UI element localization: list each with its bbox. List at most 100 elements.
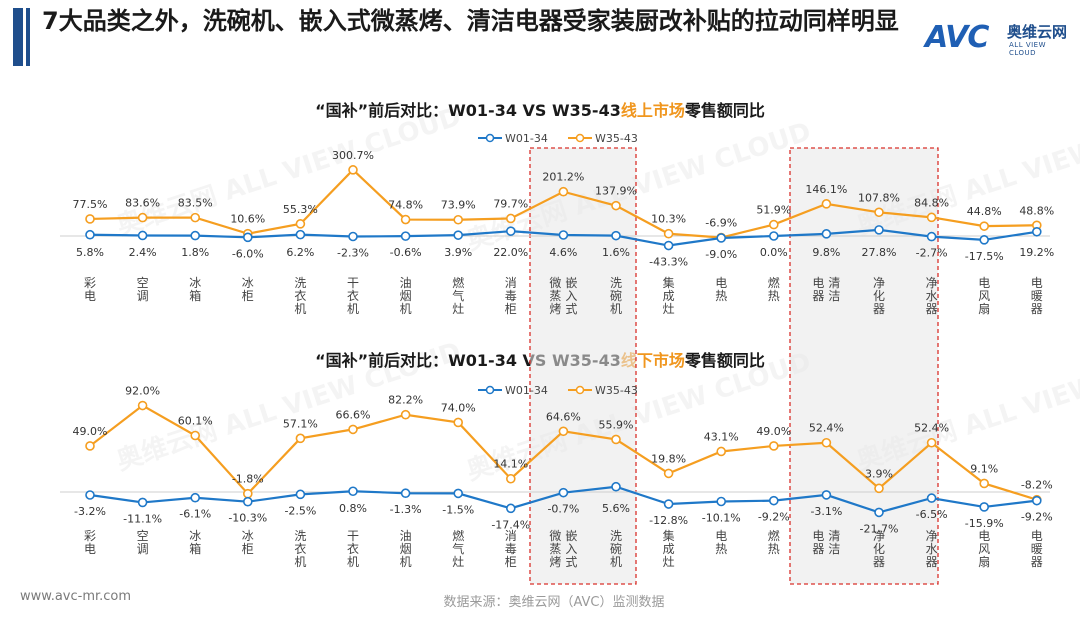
data-point — [400, 231, 411, 241]
category-label: 成 — [663, 542, 675, 556]
category-label: 碗 — [610, 288, 622, 303]
data-point — [400, 488, 411, 499]
data-point — [874, 483, 884, 494]
data-point — [768, 441, 779, 451]
data-point — [926, 437, 937, 448]
logo-english-name: ALL VIEW CLOUD — [1009, 41, 1047, 57]
category-label: 微 — [549, 276, 561, 290]
category-label: 烟 — [400, 542, 412, 556]
data-point — [979, 478, 990, 489]
data-label: -10.1% — [702, 511, 741, 524]
category-label: 器 — [812, 289, 824, 303]
data-point — [821, 199, 832, 209]
data-label: 3.9% — [444, 246, 472, 259]
data-point — [137, 497, 148, 508]
category-label: 蒸 — [549, 289, 561, 303]
data-label: 51.9% — [756, 204, 791, 217]
data-point — [295, 433, 306, 444]
category-label: 消 — [505, 529, 517, 543]
chart-title-online: “国补”前后对比：W01-34 VS W35-43线上市场零售额同比 — [0, 97, 1080, 121]
category-label: 热 — [768, 542, 780, 556]
category-label: 器 — [873, 555, 885, 569]
category-label: 清 — [828, 529, 840, 543]
data-label: 74.8% — [388, 199, 423, 212]
data-label: 2.4% — [129, 246, 157, 259]
data-point — [979, 502, 990, 512]
data-label: -3.1% — [810, 505, 842, 518]
category-label: 干 — [347, 529, 359, 543]
data-label: 1.6% — [602, 246, 630, 259]
category-label: 扇 — [978, 554, 990, 569]
category-label: 毒 — [505, 542, 517, 556]
category-label: 电 — [1031, 276, 1043, 290]
data-point — [821, 490, 832, 500]
category-label: 箱 — [189, 541, 201, 556]
data-point — [558, 230, 569, 240]
category-label: 扇 — [978, 301, 990, 316]
data-label: 60.1% — [178, 415, 213, 428]
data-point — [505, 213, 516, 224]
data-label: -1.3% — [390, 503, 422, 516]
data-label: -6.5% — [916, 508, 948, 521]
data-label: -43.3% — [649, 256, 688, 269]
category-label: 灶 — [663, 302, 675, 316]
category-label: 衣 — [347, 288, 359, 303]
data-point — [243, 488, 253, 499]
category-label: 燃 — [768, 275, 780, 290]
data-label: 52.4% — [809, 422, 844, 435]
category-label: 毒 — [505, 289, 517, 303]
data-label: 57.1% — [283, 417, 318, 430]
avc-logo: AVC 奥维云网 ALL VIEW CLOUD — [925, 20, 1075, 60]
category-label: 热 — [768, 289, 780, 303]
category-label: 灶 — [663, 555, 675, 569]
data-point — [926, 212, 937, 223]
data-point — [137, 212, 148, 223]
data-point — [190, 212, 200, 223]
data-label: 83.5% — [178, 197, 213, 210]
category-label: 油 — [400, 276, 412, 290]
category-label: 气 — [452, 288, 464, 303]
data-point — [558, 487, 569, 498]
footer-source: 数据来源：奥维云网（AVC）监测数据 — [443, 595, 665, 610]
category-label: 消 — [505, 276, 517, 290]
data-point — [874, 207, 884, 218]
category-label: 调 — [137, 542, 149, 556]
data-point — [85, 441, 95, 451]
data-point — [243, 232, 253, 243]
category-label: 水 — [926, 542, 938, 556]
data-point — [926, 231, 937, 242]
category-label: 油 — [400, 529, 412, 543]
data-label: 6.2% — [286, 246, 314, 259]
data-label: 27.8% — [862, 246, 897, 259]
logo-mark: AVC — [925, 20, 989, 55]
data-label: -2.5% — [284, 504, 316, 517]
legend-label: W01-34 — [505, 384, 548, 397]
data-label: -17.4% — [491, 518, 530, 531]
data-label: 146.1% — [805, 183, 847, 196]
legend-label: W01-34 — [505, 132, 548, 145]
category-label: 蒸 — [549, 542, 561, 556]
data-point — [505, 226, 516, 236]
data-point — [1032, 495, 1042, 506]
data-point — [85, 229, 95, 240]
data-label: 5.6% — [602, 502, 630, 515]
category-label: 冰 — [242, 276, 254, 290]
data-label: 1.8% — [181, 246, 209, 259]
data-label: 43.1% — [704, 430, 739, 443]
data-point — [558, 426, 569, 437]
category-label: 冰 — [189, 276, 201, 290]
legend-swatch-marker — [485, 133, 495, 143]
title-accent-bar-thin — [26, 8, 30, 66]
data-label: 84.8% — [914, 196, 949, 209]
data-label: 55.3% — [283, 203, 318, 216]
data-label: 77.5% — [73, 198, 108, 211]
data-point — [611, 481, 621, 492]
category-label: 净 — [926, 529, 938, 543]
highlight-box — [529, 147, 637, 585]
data-label: 201.2% — [542, 171, 584, 184]
category-label: 电 — [715, 276, 727, 290]
data-label: -21.7% — [860, 522, 899, 535]
data-point — [85, 490, 95, 500]
data-label: 9.8% — [812, 246, 840, 259]
